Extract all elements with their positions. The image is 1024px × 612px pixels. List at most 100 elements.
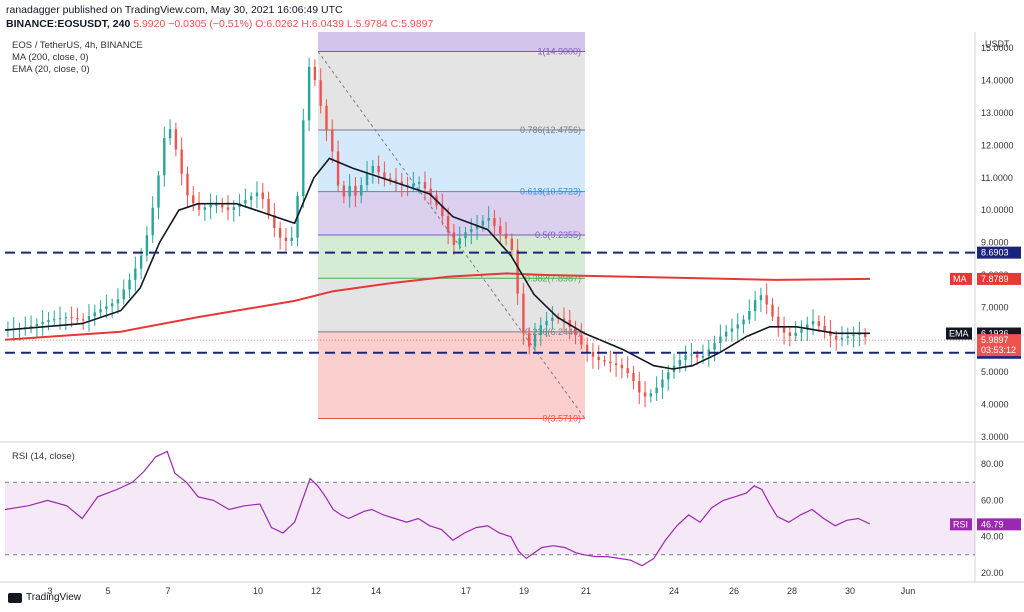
candle-body bbox=[417, 182, 421, 184]
candle-body bbox=[493, 218, 496, 227]
candle-body bbox=[354, 185, 357, 196]
rsi-band bbox=[5, 482, 975, 555]
fib-zone bbox=[318, 191, 585, 235]
candle-body bbox=[255, 192, 259, 197]
ohlc-line: BINANCE:EOSUSDT, 240 5.9920 −0.0305 (−0.… bbox=[6, 17, 1018, 31]
candle-body bbox=[684, 355, 687, 361]
candle-body bbox=[273, 215, 276, 229]
rsi-tick-label: 60.00 bbox=[981, 495, 1004, 505]
tradingview-logo-icon bbox=[8, 592, 22, 603]
grid-lines bbox=[0, 32, 1024, 583]
symbol-label: BINANCE:EOSUSDT, 240 bbox=[6, 18, 131, 30]
ma-tag-badge bbox=[950, 272, 972, 285]
candle-body bbox=[244, 199, 247, 204]
candle-body bbox=[360, 185, 363, 196]
price-tick-label: 10.0000 bbox=[981, 205, 1014, 215]
candle-body bbox=[759, 295, 763, 301]
rsi-tag-label: RSI bbox=[953, 519, 968, 529]
candle-body bbox=[858, 333, 861, 335]
rsi-tick-label: 20.00 bbox=[981, 568, 1004, 578]
time-tick-label: 14 bbox=[371, 586, 381, 596]
candle-body bbox=[284, 237, 288, 241]
candle-body bbox=[145, 235, 149, 256]
candle-body bbox=[168, 129, 172, 139]
candle-body bbox=[649, 393, 653, 397]
price-badge bbox=[977, 334, 1021, 357]
candle-body bbox=[394, 179, 398, 182]
candle-body bbox=[643, 392, 647, 397]
rsi-tag-badge bbox=[950, 518, 972, 531]
last-price: 5.9920 bbox=[133, 18, 166, 30]
rsi-tick-label: 80.00 bbox=[981, 459, 1004, 469]
candle-body bbox=[719, 336, 722, 344]
candle-body bbox=[695, 354, 699, 358]
candle-body bbox=[331, 129, 334, 152]
candle-body bbox=[307, 66, 311, 121]
candle-body bbox=[221, 204, 224, 208]
candle-body bbox=[638, 381, 641, 393]
candle-body bbox=[661, 379, 664, 388]
price-tick-label: 3.0000 bbox=[981, 432, 1009, 442]
candle-body bbox=[29, 325, 33, 328]
axis-badges: 8.69035.6000MA7.8789EMA6.19365.989703:53… bbox=[946, 246, 1021, 531]
candle-body bbox=[110, 303, 114, 307]
fib-level-label: 0.236(6.2446) bbox=[525, 327, 581, 337]
time-tick-label: 5 bbox=[105, 586, 110, 596]
candle-body bbox=[730, 328, 734, 332]
candle-body bbox=[128, 279, 131, 290]
candle-body bbox=[174, 129, 178, 150]
candle-body bbox=[81, 319, 85, 321]
candle-body bbox=[522, 293, 525, 334]
candle-body bbox=[53, 319, 56, 321]
candle-body bbox=[835, 335, 838, 340]
fib-level-label: 1(14.9000) bbox=[537, 46, 581, 56]
candle-body bbox=[591, 351, 595, 357]
candle-body bbox=[806, 324, 809, 330]
fib-level-label: 0.786(12.4756) bbox=[520, 125, 581, 135]
candle-body bbox=[336, 151, 340, 186]
candle-body bbox=[863, 333, 867, 338]
footer-brand: TradingView bbox=[26, 592, 82, 603]
candle-body bbox=[562, 318, 566, 321]
candle-body bbox=[249, 196, 253, 200]
ema-value-label: 6.1936 bbox=[981, 329, 1009, 339]
candle-body bbox=[574, 327, 577, 336]
ema-tag-badge bbox=[946, 327, 972, 340]
candle-body bbox=[614, 363, 618, 365]
candle-body bbox=[481, 220, 485, 226]
time-tick-label: Jun bbox=[901, 586, 916, 596]
candle-body bbox=[811, 321, 815, 325]
candle-body bbox=[603, 360, 606, 362]
candle-body bbox=[192, 195, 195, 204]
currency-label: USDT bbox=[985, 39, 1010, 49]
candle-body bbox=[829, 330, 832, 336]
candle-body bbox=[441, 205, 444, 217]
legend-ema: EMA (20, close, 0) bbox=[12, 64, 90, 75]
rsi-value-badge bbox=[977, 518, 1021, 531]
candle-body bbox=[533, 334, 537, 347]
candle-body bbox=[667, 372, 670, 380]
candle-body bbox=[70, 317, 73, 319]
price-tick-label: 9.0000 bbox=[981, 238, 1009, 248]
candle-body bbox=[446, 216, 450, 233]
candle-body bbox=[412, 183, 415, 187]
price-tick-label: 15.0000 bbox=[981, 43, 1014, 53]
ma-tag-label: MA bbox=[953, 274, 967, 284]
candle-body bbox=[504, 233, 508, 239]
time-tick-label: 19 bbox=[519, 586, 529, 596]
candle-body bbox=[539, 325, 542, 335]
candle-body bbox=[93, 312, 96, 317]
time-axis: 3 5 7 10 12 14 17 19 21 24 26 28 30 Jun bbox=[47, 586, 915, 596]
candle-body bbox=[736, 324, 739, 329]
candle-body bbox=[122, 289, 125, 300]
ma-value-label: 7.8789 bbox=[981, 274, 1009, 284]
countdown-label: 03:53:12 bbox=[981, 345, 1016, 355]
fib-zone bbox=[318, 234, 585, 279]
time-tick-label: 17 bbox=[461, 586, 471, 596]
candle-body bbox=[151, 207, 154, 236]
candle-body bbox=[753, 300, 757, 312]
candle-body bbox=[499, 226, 502, 234]
fib-zone-extension bbox=[318, 32, 585, 52]
fib-zone bbox=[318, 331, 585, 419]
